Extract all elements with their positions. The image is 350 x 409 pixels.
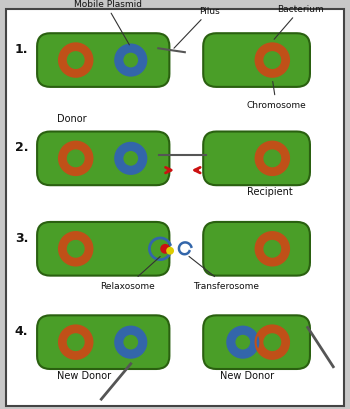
Circle shape (124, 54, 138, 68)
Text: Pilus: Pilus (174, 7, 220, 49)
FancyBboxPatch shape (37, 34, 169, 88)
Circle shape (59, 44, 92, 78)
Circle shape (256, 142, 289, 175)
Circle shape (262, 149, 282, 169)
Circle shape (262, 51, 282, 71)
FancyBboxPatch shape (37, 132, 169, 186)
Text: 2.: 2. (15, 141, 28, 154)
FancyBboxPatch shape (203, 316, 310, 369)
Text: Recipient: Recipient (247, 186, 293, 196)
FancyBboxPatch shape (6, 10, 344, 406)
FancyBboxPatch shape (203, 222, 310, 276)
Circle shape (256, 326, 289, 359)
Circle shape (66, 333, 85, 352)
Circle shape (59, 142, 92, 175)
Circle shape (262, 333, 282, 352)
Text: Relaxosome: Relaxosome (100, 257, 160, 290)
Circle shape (66, 149, 85, 169)
Circle shape (59, 326, 92, 359)
Circle shape (236, 335, 250, 350)
Text: Chromosome: Chromosome (246, 82, 306, 110)
Circle shape (166, 247, 174, 255)
Text: 1.: 1. (15, 43, 28, 56)
FancyBboxPatch shape (37, 222, 169, 276)
Text: Bacterium: Bacterium (274, 5, 324, 40)
Text: New Donor: New Donor (220, 370, 274, 380)
Circle shape (256, 232, 289, 266)
Text: Donor: Donor (57, 114, 87, 124)
Circle shape (256, 44, 289, 78)
Circle shape (66, 239, 85, 259)
Text: Mobile Plasmid: Mobile Plasmid (74, 0, 142, 46)
Text: Transferosome: Transferosome (189, 257, 259, 290)
FancyBboxPatch shape (203, 132, 310, 186)
Circle shape (160, 244, 170, 254)
Text: New Donor: New Donor (57, 370, 111, 380)
Circle shape (262, 239, 282, 259)
FancyBboxPatch shape (203, 34, 310, 88)
Circle shape (124, 152, 138, 166)
Circle shape (59, 232, 92, 266)
Circle shape (124, 335, 138, 350)
FancyBboxPatch shape (37, 316, 169, 369)
Circle shape (66, 51, 85, 71)
Text: 4.: 4. (15, 324, 28, 337)
Text: 3.: 3. (15, 231, 28, 244)
